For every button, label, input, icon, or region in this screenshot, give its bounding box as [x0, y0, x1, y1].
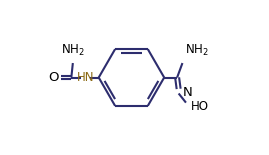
Text: NH$_2$: NH$_2$	[185, 43, 208, 58]
Text: HN: HN	[77, 71, 94, 84]
Text: N: N	[182, 86, 192, 99]
Text: NH$_2$: NH$_2$	[61, 43, 85, 58]
Text: O: O	[49, 71, 59, 84]
Text: HO: HO	[191, 100, 209, 113]
